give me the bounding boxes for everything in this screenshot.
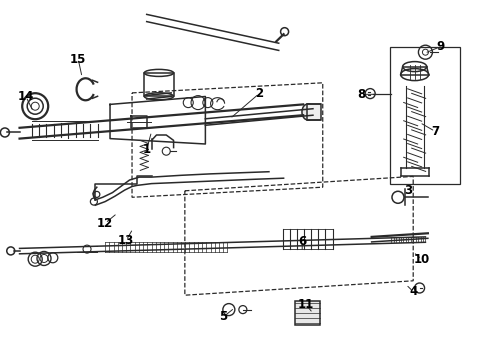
Bar xyxy=(306,104,320,120)
Ellipse shape xyxy=(302,104,314,120)
Text: 7: 7 xyxy=(430,125,438,138)
Text: 2: 2 xyxy=(255,87,263,100)
Text: 5: 5 xyxy=(219,310,227,323)
Text: 12: 12 xyxy=(97,217,113,230)
Text: 3: 3 xyxy=(404,184,411,197)
Text: 9: 9 xyxy=(435,40,443,53)
Text: 6: 6 xyxy=(298,235,305,248)
Text: 14: 14 xyxy=(18,90,34,103)
Bar xyxy=(295,301,320,325)
Text: 15: 15 xyxy=(70,53,86,66)
Text: 1: 1 xyxy=(142,143,150,156)
Text: 11: 11 xyxy=(297,298,313,311)
Bar xyxy=(144,73,173,96)
Text: 13: 13 xyxy=(118,234,134,247)
Text: 10: 10 xyxy=(412,253,429,266)
Text: 8: 8 xyxy=(356,88,364,101)
Text: 4: 4 xyxy=(408,285,416,298)
